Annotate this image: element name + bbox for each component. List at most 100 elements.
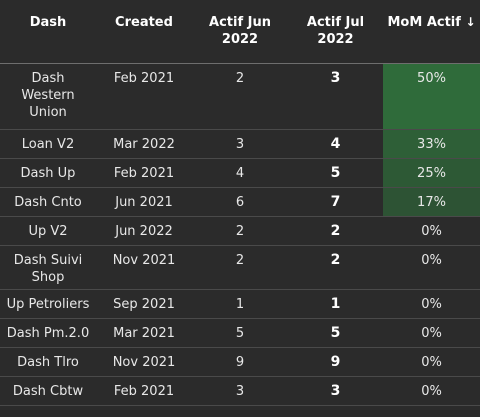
cell-actif-jun: 5: [192, 318, 288, 348]
table-row[interactable]: Dash Pm.2.0 Mar 2021 5 5 0%: [0, 318, 480, 348]
cell-dash-value: Dash Up: [20, 165, 76, 181]
cell-actif-jul-value: 3: [330, 382, 341, 399]
column-header-mom-actif[interactable]: MoM Actif ↓: [383, 0, 480, 64]
cell-created: Mar 2021: [96, 318, 192, 348]
table-row[interactable]: Dash Suivi Shop Nov 2021 2 2 0%: [0, 245, 480, 290]
mom-heat-fill: [383, 129, 480, 158]
table-header-row: Dash Created Actif Jun 2022 Actif Jul 20…: [0, 0, 480, 64]
cell-actif-jun-value: 9: [235, 354, 245, 370]
cell-actif-jun: 3: [192, 129, 288, 159]
table-row[interactable]: Up V2 Jun 2022 2 2 0%: [0, 216, 480, 246]
cell-dash: Up Petroliers: [0, 289, 96, 319]
cell-actif-jul: 1: [288, 289, 383, 319]
cell-dash: Loan V2: [0, 129, 96, 159]
mom-heat-fill: [383, 63, 480, 129]
cell-created: Nov 2021: [96, 245, 192, 290]
cell-actif-jul-value: 3: [330, 69, 341, 86]
table-row[interactable]: Dash Cbtw Feb 2021 3 3 0%: [0, 376, 480, 406]
cell-dash: Up V2: [0, 216, 96, 246]
cell-created-value: Feb 2021: [113, 165, 175, 181]
cell-actif-jun-value: 3: [235, 136, 245, 152]
cell-mom-actif: 0%: [383, 347, 480, 377]
cell-actif-jun-value: 2: [235, 252, 245, 268]
cell-actif-jul: 7: [288, 187, 383, 217]
table-row[interactable]: Dash Tlro Nov 2021 9 9 0%: [0, 347, 480, 377]
cell-created-value: Sep 2021: [113, 296, 175, 312]
cell-dash: Dash Western Union: [0, 63, 96, 130]
cell-actif-jul-value: 2: [330, 222, 341, 239]
cell-actif-jul-value: 5: [330, 164, 341, 181]
column-header-dash[interactable]: Dash: [0, 0, 96, 64]
cell-actif-jun-value: 5: [235, 325, 245, 341]
column-header-actif-jul[interactable]: Actif Jul 2022: [288, 0, 383, 64]
cell-mom-actif: 33%: [383, 129, 480, 159]
column-header-label: 2022: [317, 32, 354, 47]
column-header-label: Created: [115, 15, 173, 30]
cell-mom-actif: 0%: [383, 376, 480, 406]
cell-created-value: Jun 2021: [115, 194, 173, 210]
table-row[interactable]: Dash Up Feb 2021 4 5 25%: [0, 158, 480, 188]
cell-mom-actif-value: 50%: [417, 70, 446, 86]
cell-actif-jun-value: 4: [235, 165, 245, 181]
table-row[interactable]: Dash Cnto Jun 2021 6 7 17%: [0, 187, 480, 217]
cell-dash: Dash Suivi Shop: [0, 245, 96, 290]
dash-activity-table: Dash Created Actif Jun 2022 Actif Jul 20…: [0, 0, 480, 406]
cell-actif-jul-value: 7: [330, 193, 341, 210]
cell-created: Jun 2021: [96, 187, 192, 217]
cell-actif-jul: 5: [288, 158, 383, 188]
cell-actif-jun-value: 1: [235, 296, 245, 312]
table-row[interactable]: Up Petroliers Sep 2021 1 1 0%: [0, 289, 480, 319]
column-header-actif-jun[interactable]: Actif Jun 2022: [192, 0, 288, 64]
cell-created-value: Nov 2021: [112, 354, 176, 370]
cell-actif-jun: 2: [192, 63, 288, 130]
cell-actif-jul: 9: [288, 347, 383, 377]
cell-created-value: Feb 2021: [113, 70, 175, 86]
cell-actif-jun-value: 6: [235, 194, 245, 210]
cell-mom-actif-value: 25%: [417, 165, 446, 181]
cell-actif-jun-value: 3: [235, 383, 245, 399]
cell-created: Feb 2021: [96, 376, 192, 406]
cell-created-value: Nov 2021: [112, 252, 176, 268]
cell-mom-actif: 0%: [383, 318, 480, 348]
cell-mom-actif: 0%: [383, 216, 480, 246]
cell-actif-jul: 5: [288, 318, 383, 348]
cell-mom-actif: 0%: [383, 289, 480, 319]
cell-dash: Dash Cnto: [0, 187, 96, 217]
cell-created: Feb 2021: [96, 63, 192, 130]
column-header-created[interactable]: Created: [96, 0, 192, 64]
cell-mom-actif-value: 0%: [421, 383, 442, 399]
cell-dash-value: Up V2: [28, 223, 68, 239]
cell-actif-jul-value: 5: [330, 324, 341, 341]
cell-actif-jun-value: 2: [235, 223, 245, 239]
table-row[interactable]: Loan V2 Mar 2022 3 4 33%: [0, 129, 480, 159]
column-header-label: 2022: [221, 32, 259, 47]
cell-actif-jul-value: 9: [330, 353, 341, 370]
cell-actif-jul-value: 4: [330, 135, 341, 152]
column-header-label: Dash: [29, 15, 67, 30]
cell-mom-actif-value: 0%: [421, 296, 442, 312]
column-header-label: Actif Jun: [209, 15, 271, 30]
cell-created-value: Mar 2022: [113, 136, 175, 152]
cell-actif-jun: 2: [192, 216, 288, 246]
cell-created-value: Mar 2021: [113, 325, 175, 341]
cell-actif-jun: 3: [192, 376, 288, 406]
column-header-label: Actif Jul: [306, 15, 365, 30]
column-header-label: MoM Actif: [387, 15, 461, 30]
mom-heat-fill: [383, 158, 480, 187]
cell-dash-value: Dash Tlro: [17, 354, 79, 370]
cell-mom-actif-value: 0%: [421, 354, 442, 370]
cell-actif-jul: 4: [288, 129, 383, 159]
cell-mom-actif: 17%: [383, 187, 480, 217]
cell-dash: Dash Tlro: [0, 347, 96, 377]
cell-dash-value: Dash Cbtw: [12, 383, 84, 399]
cell-actif-jul-value: 2: [330, 251, 341, 268]
sort-descending-icon[interactable]: ↓: [465, 15, 476, 29]
cell-dash-value: Loan V2: [21, 136, 75, 152]
cell-created: Sep 2021: [96, 289, 192, 319]
cell-created: Jun 2022: [96, 216, 192, 246]
cell-created: Feb 2021: [96, 158, 192, 188]
cell-actif-jun-value: 2: [235, 70, 245, 86]
table-row[interactable]: Dash Western Union Feb 2021 2 3 50%: [0, 63, 480, 130]
cell-actif-jun: 9: [192, 347, 288, 377]
cell-mom-actif-value: 0%: [421, 223, 442, 239]
